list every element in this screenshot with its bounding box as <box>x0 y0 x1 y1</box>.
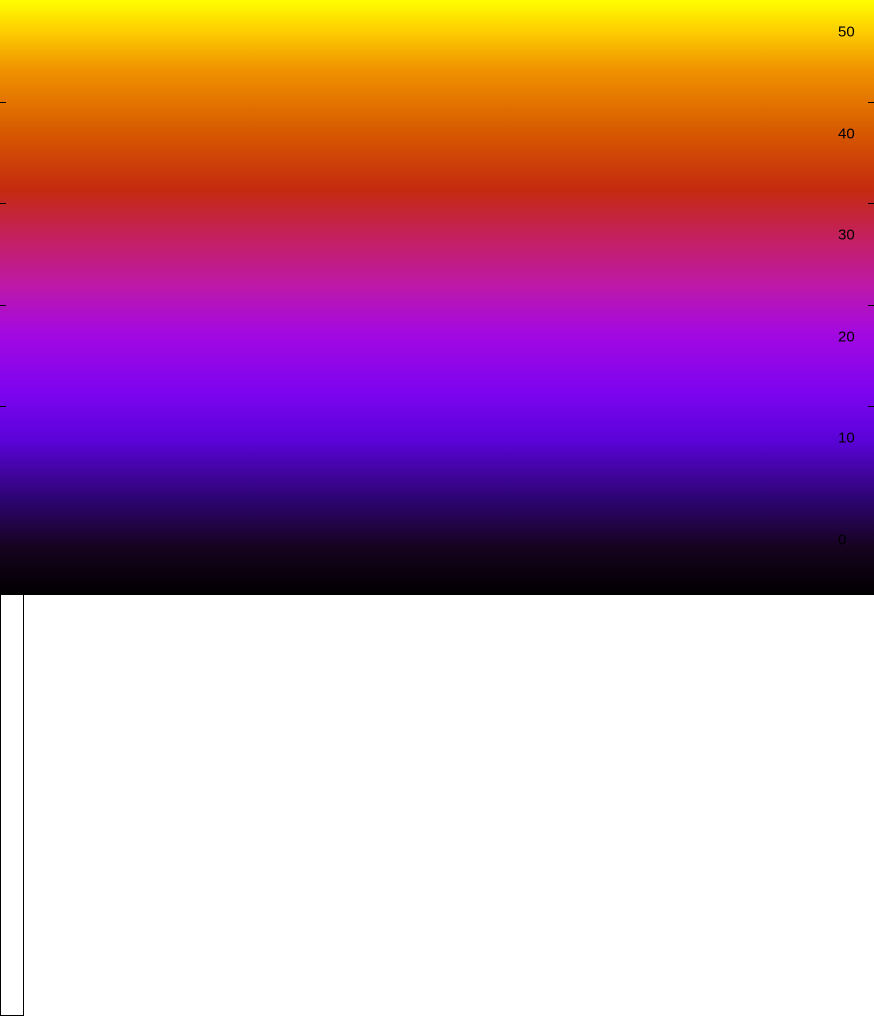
colorbar-gradient <box>0 0 874 595</box>
colorbar-tick-label: 40 <box>838 125 855 143</box>
colorbar-tick-label: 20 <box>838 328 855 346</box>
colorbar-tick-label: 50 <box>838 23 855 41</box>
colorbar-tick-label: 30 <box>838 226 855 244</box>
colorbar-tick-label: 0 <box>838 531 847 549</box>
colorbar-tick-label: 10 <box>838 429 855 447</box>
